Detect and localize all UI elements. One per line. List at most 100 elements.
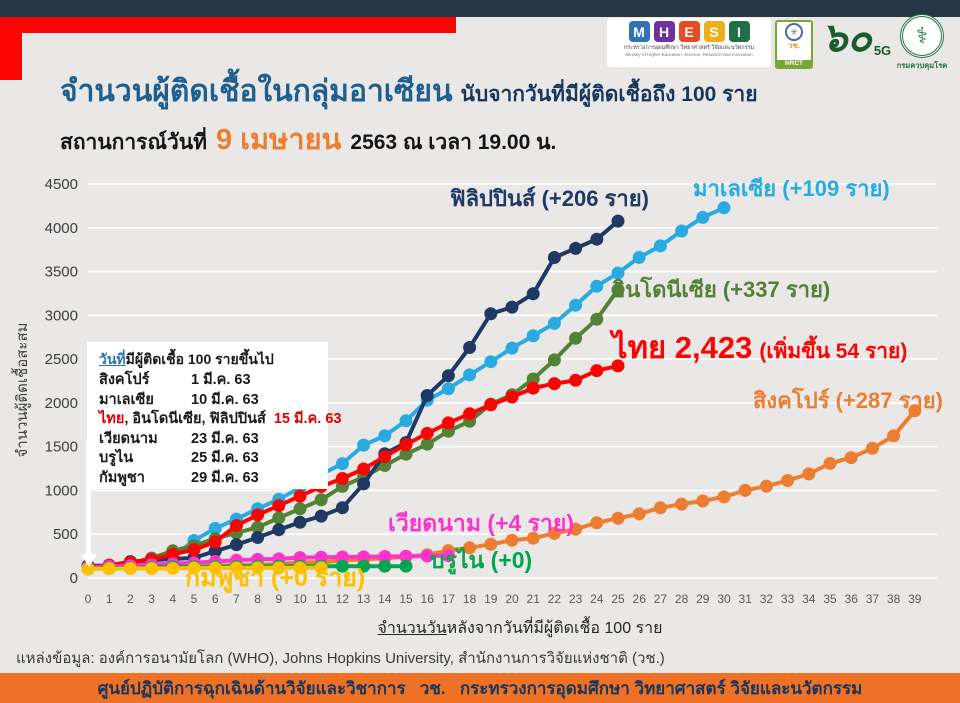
svg-text:17: 17 [442, 592, 456, 606]
mhesi-letter-tiles: M H E S I [628, 21, 750, 42]
mhesi-letter-i: I [728, 21, 750, 42]
x-axis-label: จำนวนวันหลังจากวันที่มีผู้ติดเชื้อ 100 ร… [377, 620, 663, 637]
info-row-thailand-group: ไทย, อินโดนีเซีย, ฟิลิปปินส์ 15 มี.ค. 63 [99, 411, 342, 427]
nrct-thai-abbrev: วช. [787, 41, 801, 50]
info-row-malaysia: มาเลเซีย 10 มี.ค. 63 [99, 391, 259, 408]
svg-text:32: 32 [760, 592, 774, 606]
nrct-english-abbrev: NRCT [777, 60, 811, 67]
svg-text:25: 25 [611, 592, 625, 606]
svg-text:3: 3 [148, 592, 155, 606]
label-thailand: ไทย 2,423 (เพิ่มขึ้น 54 ราย) [612, 322, 907, 372]
svg-text:24: 24 [590, 592, 604, 606]
svg-text:1: 1 [106, 592, 113, 606]
svg-text:6: 6 [212, 592, 219, 606]
svg-text:0: 0 [85, 592, 92, 606]
svg-text:27: 27 [654, 592, 668, 606]
thailand-total: ไทย 2,423 [612, 330, 753, 365]
svg-text:1000: 1000 [45, 482, 78, 499]
svg-text:29: 29 [696, 592, 710, 606]
sixty-numeral: ๖๐ [822, 16, 872, 60]
status-suffix: 2563 ณ เวลา 19.00 น. [350, 131, 557, 154]
svg-text:18: 18 [463, 592, 477, 606]
svg-text:13: 13 [357, 592, 371, 606]
label-singapore: สิงคโปร์ (+287 ราย) [753, 388, 943, 413]
status-prefix: สถานการณ์วันที่ [60, 131, 207, 154]
svg-text:1500: 1500 [45, 439, 78, 456]
info-box-title: วันที่มีผู้ติดเชื้อ 100 รายขึ้นไป [99, 351, 274, 367]
nrct-logo: ✳ วช. NRCT [775, 20, 813, 69]
svg-text:26: 26 [633, 592, 647, 606]
mhesi-letter-s: S [703, 21, 725, 42]
svg-text:4: 4 [169, 592, 176, 606]
footer-bar: ศูนย์ปฏิบัติการฉุกเฉินด้านวิจัยและวิชากา… [0, 673, 960, 703]
svg-text:5: 5 [191, 592, 198, 606]
label-cambodia: กัมพูชา (+0 ราย) [185, 564, 366, 592]
svg-text:3000: 3000 [45, 307, 78, 324]
svg-text:3500: 3500 [45, 264, 78, 281]
svg-text:11: 11 [315, 592, 328, 606]
red-ribbon-horizontal [0, 17, 456, 33]
mhesi-thai-name: กระทรวงการอุดมศึกษา วิทยาศาสตร์ วิจัยและ… [623, 45, 755, 51]
label-brunei: บรูไน (+0) [430, 547, 533, 573]
data-source-note: แหล่งข้อมูล: องค์การอนามัยโลก (WHO), Joh… [16, 650, 665, 667]
svg-text:15: 15 [399, 592, 413, 606]
svg-text:12: 12 [336, 592, 350, 606]
title-subtitle: นับจากวันที่มีผู้ติดเชื้อถึง 100 ราย [460, 83, 758, 106]
page-title: จำนวนผู้ติดเชื้อในกลุ่มอาเซียน นับจากวัน… [60, 68, 758, 115]
mhesi-logo: M H E S I กระทรวงการอุดมศึกษา วิทยาศาสตร… [607, 18, 771, 67]
label-malaysia: มาเลเซีย (+109 ราย) [693, 176, 890, 201]
info-row-cambodia: กัมพูชา 29 มี.ค. 63 [99, 469, 259, 486]
moph-department-name: กรมควบคุมโรค [896, 61, 948, 70]
label-philippines: ฟิลิปปินส์ (+206 ราย) [450, 186, 649, 211]
svg-text:35: 35 [823, 592, 837, 606]
mhesi-letter-h: H [653, 21, 675, 42]
moph-seal-icon: ⚕ [900, 14, 944, 58]
svg-text:23: 23 [569, 592, 583, 606]
svg-text:38: 38 [887, 592, 901, 606]
svg-text:16: 16 [421, 592, 435, 606]
svg-text:7: 7 [233, 592, 240, 606]
red-ribbon-vertical [0, 17, 22, 80]
info-row-vietnam: เวียดนาม 23 มี.ค. 63 [99, 430, 259, 447]
moph-logo: ⚕ กรมควบคุมโรค [896, 14, 948, 72]
thailand-increase: (เพิ่มขึ้น 54 ราย) [759, 340, 908, 363]
svg-text:14: 14 [378, 592, 392, 606]
five-g-label: 5G [873, 43, 892, 58]
svg-text:8: 8 [254, 592, 261, 606]
status-date: 9 เมษายน [215, 124, 342, 156]
footer-text: ศูนย์ปฏิบัติการฉุกเฉินด้านวิจัยและวิชากา… [97, 678, 863, 698]
mhesi-letter-m: M [628, 21, 650, 42]
status-line: สถานการณ์วันที่ 9 เมษายน 2563 ณ เวลา 19.… [60, 116, 556, 162]
svg-text:4500: 4500 [45, 176, 78, 193]
info-row-brunei: บรูไน 25 มี.ค. 63 [99, 450, 259, 466]
label-vietnam: เวียดนาม (+4 ราย) [388, 510, 575, 536]
svg-text:21: 21 [527, 592, 541, 606]
svg-text:4000: 4000 [45, 220, 78, 237]
svg-text:36: 36 [845, 592, 859, 606]
title-main: จำนวนผู้ติดเชื้อในกลุ่มอาเซียน [60, 75, 453, 108]
label-indonesia: อินโดนีเซีย (+337 ราย) [612, 277, 831, 302]
mhesi-english-name: Ministry of Higher Education, Science, R… [625, 52, 753, 57]
start-dates-info-box: วันที่มีผู้ติดเชื้อ 100 รายขึ้นไป สิงคโป… [87, 342, 342, 489]
svg-text:500: 500 [53, 526, 78, 543]
svg-text:34: 34 [802, 592, 816, 606]
svg-text:2500: 2500 [45, 351, 78, 368]
mhesi-letter-e: E [678, 21, 700, 42]
svg-text:9: 9 [275, 592, 282, 606]
svg-text:28: 28 [675, 592, 689, 606]
svg-text:22: 22 [548, 592, 562, 606]
svg-text:10: 10 [293, 592, 307, 606]
svg-text:20: 20 [505, 592, 519, 606]
svg-text:19: 19 [484, 592, 498, 606]
svg-text:31: 31 [739, 592, 753, 606]
arrow-down-icon [81, 440, 97, 567]
y-axis-label: จำนวนผู้ติดเชื้อสะสม [14, 322, 31, 458]
svg-text:39: 39 [908, 592, 922, 606]
svg-text:37: 37 [866, 592, 880, 606]
svg-text:30: 30 [717, 592, 731, 606]
svg-text:33: 33 [781, 592, 795, 606]
info-row-singapore: สิงคโปร์ 1 มี.ค. 63 [99, 372, 251, 388]
svg-text:0: 0 [70, 570, 78, 587]
